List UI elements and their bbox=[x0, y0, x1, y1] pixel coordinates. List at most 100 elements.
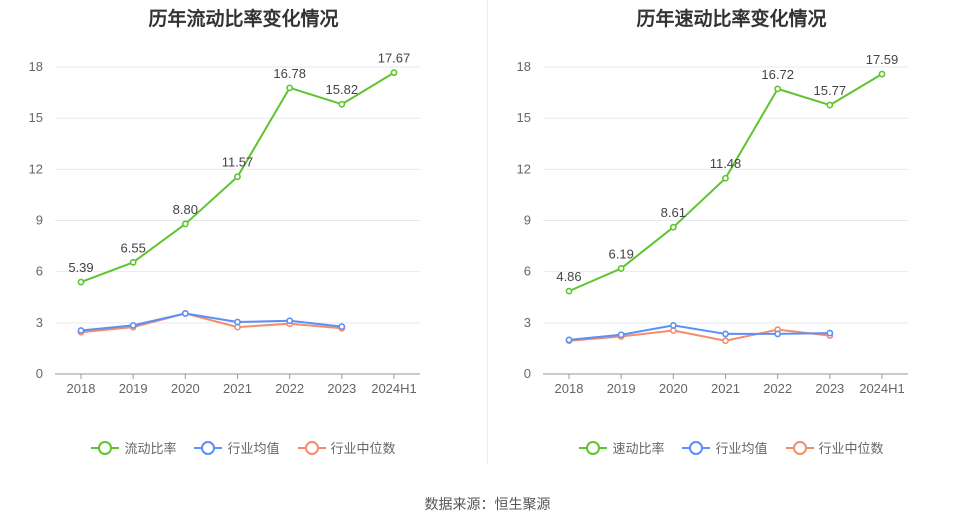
data-point bbox=[181, 220, 189, 228]
data-point bbox=[878, 70, 886, 78]
legend-marker-icon bbox=[682, 440, 711, 455]
chart-title: 历年速动比率变化情况 bbox=[636, 9, 827, 30]
data-point bbox=[181, 310, 189, 317]
data-point bbox=[669, 321, 677, 329]
y-tick-label: 18 bbox=[29, 59, 43, 74]
data-point bbox=[286, 84, 294, 92]
y-tick-label: 12 bbox=[517, 161, 531, 176]
series-line bbox=[568, 324, 830, 341]
data-point bbox=[338, 100, 346, 108]
legend-label: 行业中位数 bbox=[818, 441, 884, 456]
quick-ratio-chart: 0 3 6 9 12 15 18 2018 2019 2020 2021 2022 2023 2024H1… bbox=[517, 52, 908, 396]
legend-label: 行业均值 bbox=[227, 441, 280, 456]
data-point bbox=[338, 323, 346, 330]
data-label: 4.86 bbox=[556, 269, 581, 284]
legend-marker-icon bbox=[297, 440, 326, 455]
legend-item[interactable]: 行业均值 bbox=[194, 438, 280, 457]
data-label: 17.59 bbox=[866, 52, 899, 67]
data-label: 8.80 bbox=[173, 202, 198, 217]
x-tick-label: 2018 bbox=[67, 381, 96, 396]
legend-marker-icon bbox=[194, 440, 223, 455]
y-tick-label: 9 bbox=[524, 213, 531, 228]
data-point bbox=[77, 327, 85, 334]
legend-item[interactable]: 流动比率 bbox=[91, 438, 176, 457]
legend-marker-icon bbox=[785, 440, 814, 455]
x-tick-label: 2021 bbox=[223, 381, 252, 396]
x-tick-label: 2021 bbox=[711, 381, 740, 396]
y-tick-label: 9 bbox=[36, 213, 43, 228]
data-label: 15.77 bbox=[814, 83, 847, 98]
current-ratio-chart-panel: 历年流动比率变化情况 0 3 6 9 12 15 18 2018 2019 2020 2021 202… bbox=[0, 0, 487, 470]
legend-marker-icon bbox=[579, 440, 608, 455]
series-line bbox=[568, 328, 830, 342]
data-source-note: 数据来源：恒生聚源 bbox=[424, 496, 551, 512]
data-label: 16.78 bbox=[273, 66, 306, 81]
data-point bbox=[565, 287, 573, 295]
y-tick-label: 15 bbox=[517, 110, 531, 125]
y-tick-label: 0 bbox=[524, 366, 531, 381]
legend: 流动比率 行业均值 行业中位数 bbox=[0, 438, 487, 457]
x-tick-label: 2018 bbox=[555, 381, 584, 396]
series-line bbox=[80, 312, 342, 334]
x-tick-label: 2024H1 bbox=[859, 381, 905, 396]
y-tick-label: 3 bbox=[36, 315, 43, 330]
data-point bbox=[390, 69, 398, 77]
x-tick-label: 2023 bbox=[327, 381, 356, 396]
y-tick-label: 6 bbox=[524, 264, 531, 279]
quick-ratio-chart-panel: 历年速动比率变化情况 0 3 6 9 12 15 18 2018 2019 2020 2021 202… bbox=[488, 0, 975, 470]
data-point bbox=[77, 278, 85, 286]
y-tick-label: 15 bbox=[29, 110, 43, 125]
legend-label: 行业中位数 bbox=[330, 441, 396, 456]
panel-divider bbox=[487, 0, 488, 465]
legend-label: 行业均值 bbox=[715, 441, 768, 456]
data-point bbox=[722, 330, 729, 338]
data-point bbox=[617, 331, 625, 339]
data-label: 8.61 bbox=[661, 205, 686, 220]
legend-item[interactable]: 行业中位数 bbox=[785, 438, 884, 457]
data-label: 11.48 bbox=[710, 156, 742, 171]
x-tick-label: 2024H1 bbox=[371, 381, 417, 396]
x-tick-label: 2019 bbox=[119, 381, 148, 396]
data-point bbox=[669, 223, 677, 231]
legend-item[interactable]: 行业均值 bbox=[682, 438, 768, 457]
chart-title: 历年流动比率变化情况 bbox=[148, 9, 339, 30]
legend-marker-icon bbox=[91, 440, 120, 455]
legend-item[interactable]: 行业中位数 bbox=[297, 438, 396, 457]
data-point bbox=[722, 174, 729, 182]
data-point bbox=[234, 173, 241, 181]
data-point bbox=[129, 258, 137, 266]
legend-item[interactable]: 速动比率 bbox=[579, 438, 664, 457]
data-point bbox=[565, 336, 573, 344]
data-label: 5.39 bbox=[68, 260, 93, 275]
data-point bbox=[774, 330, 782, 338]
legend-label: 流动比率 bbox=[124, 441, 177, 456]
data-point bbox=[826, 101, 834, 109]
data-label: 11.57 bbox=[222, 155, 254, 170]
x-tick-label: 2020 bbox=[659, 381, 688, 396]
data-point bbox=[286, 317, 294, 325]
data-point bbox=[129, 321, 137, 329]
x-tick-label: 2019 bbox=[607, 381, 636, 396]
y-tick-label: 12 bbox=[29, 161, 43, 176]
current-ratio-chart: 0 3 6 9 12 15 18 2018 2019 2020 2021 2022 2023 2024H1… bbox=[29, 51, 420, 396]
series-line bbox=[80, 312, 342, 332]
data-label: 15.82 bbox=[326, 82, 359, 97]
data-point bbox=[774, 85, 782, 93]
y-tick-label: 3 bbox=[524, 315, 531, 330]
data-point bbox=[234, 318, 241, 326]
x-tick-label: 2022 bbox=[763, 381, 792, 396]
x-tick-label: 2022 bbox=[275, 381, 304, 396]
data-label: 6.19 bbox=[609, 246, 634, 261]
y-tick-label: 6 bbox=[36, 264, 43, 279]
data-point bbox=[826, 329, 834, 337]
data-point bbox=[722, 337, 729, 345]
legend: 速动比率 行业均值 行业中位数 bbox=[488, 438, 975, 457]
data-label: 6.55 bbox=[121, 240, 146, 255]
x-tick-label: 2023 bbox=[815, 381, 844, 396]
legend-label: 速动比率 bbox=[612, 441, 665, 456]
data-point bbox=[617, 265, 625, 272]
data-label: 16.72 bbox=[761, 67, 794, 82]
y-tick-label: 18 bbox=[517, 59, 531, 74]
data-label: 17.67 bbox=[378, 51, 411, 66]
y-tick-label: 0 bbox=[36, 366, 43, 381]
